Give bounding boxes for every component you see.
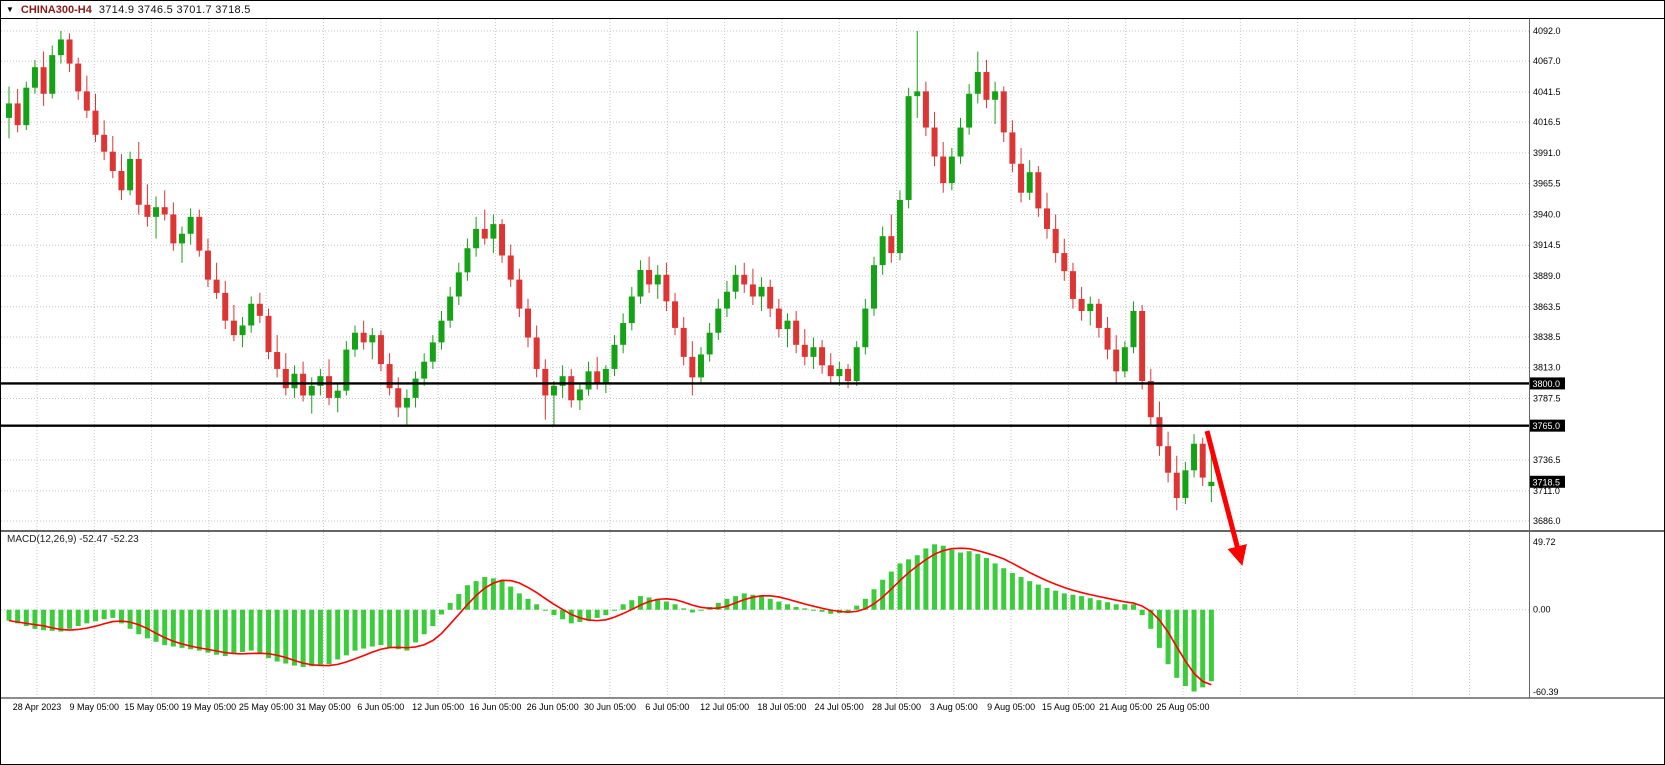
svg-text:4016.5: 4016.5: [1533, 117, 1561, 127]
svg-text:15 Aug 05:00: 15 Aug 05:00: [1042, 702, 1095, 712]
svg-text:3718.5: 3718.5: [1533, 477, 1561, 487]
svg-text:25 Aug 05:00: 25 Aug 05:00: [1156, 702, 1209, 712]
macd-histogram: [6, 544, 1214, 692]
svg-text:24 Jul 05:00: 24 Jul 05:00: [815, 702, 864, 712]
svg-text:3765.0: 3765.0: [1533, 421, 1561, 431]
price-tag: 3800.0: [1530, 377, 1565, 390]
price-tag: 3718.5: [1530, 475, 1565, 488]
svg-text:3940.0: 3940.0: [1533, 209, 1561, 219]
svg-text:4092.0: 4092.0: [1533, 26, 1561, 36]
svg-text:3787.5: 3787.5: [1533, 394, 1561, 404]
svg-text:6 Jul 05:00: 6 Jul 05:00: [645, 702, 689, 712]
svg-text:15 May 05:00: 15 May 05:00: [124, 702, 179, 712]
svg-text:3686.0: 3686.0: [1533, 516, 1561, 526]
svg-text:3914.5: 3914.5: [1533, 240, 1561, 250]
svg-text:3 Aug 05:00: 3 Aug 05:00: [930, 702, 978, 712]
svg-text:19 May 05:00: 19 May 05:00: [182, 702, 237, 712]
svg-text:18 Jul 05:00: 18 Jul 05:00: [757, 702, 806, 712]
price-tag: 3765.0: [1530, 419, 1565, 432]
svg-text:12 Jul 05:00: 12 Jul 05:00: [700, 702, 749, 712]
macd-signal-line: [8, 547, 1212, 686]
chart-titlebar: ▼ CHINA300-H4 3714.9 3746.5 3701.7 3718.…: [1, 1, 1664, 19]
macd-indicator-label: MACD(12,26,9) -52.47 -52.23: [7, 534, 139, 545]
time-axis-labels: 28 Apr 2023 9 May 05:00 15 May 05:00 19 May…: [13, 702, 1210, 712]
chart-canvas[interactable]: 4092.0 4067.0 4041.5 4016.5 3991.0 3965.5 3940…: [1, 19, 1665, 765]
svg-text:9 May 05:00: 9 May 05:00: [70, 702, 120, 712]
svg-text:3838.5: 3838.5: [1533, 332, 1561, 342]
ohlc-readout: 3714.9 3746.5 3701.7 3718.5: [98, 3, 251, 16]
svg-text:28 Jul 05:00: 28 Jul 05:00: [872, 702, 921, 712]
macd-axis-labels: 49.72 0.00 -60.39: [1533, 537, 1559, 697]
down-arrow-annotation[interactable]: [1204, 430, 1247, 566]
svg-text:3813.0: 3813.0: [1533, 363, 1561, 373]
svg-text:6 Jun 05:00: 6 Jun 05:00: [357, 702, 404, 712]
svg-text:3965.5: 3965.5: [1533, 179, 1561, 189]
svg-text:0.00: 0.00: [1533, 605, 1551, 615]
svg-text:30 Jun 05:00: 30 Jun 05:00: [584, 702, 636, 712]
svg-text:25 May 05:00: 25 May 05:00: [239, 702, 294, 712]
svg-text:49.72: 49.72: [1533, 537, 1556, 547]
svg-text:26 Jun 05:00: 26 Jun 05:00: [527, 702, 579, 712]
svg-text:21 Aug 05:00: 21 Aug 05:00: [1099, 702, 1152, 712]
svg-text:3991.0: 3991.0: [1533, 148, 1561, 158]
svg-text:3889.0: 3889.0: [1533, 271, 1561, 281]
svg-text:4041.5: 4041.5: [1533, 87, 1561, 97]
svg-text:3736.5: 3736.5: [1533, 455, 1561, 465]
svg-text:3800.0: 3800.0: [1533, 379, 1561, 389]
price-axis-labels: 4092.0 4067.0 4041.5 4016.5 3991.0 3965.5 3940…: [1533, 26, 1561, 526]
svg-text:3711.0: 3711.0: [1533, 486, 1560, 496]
svg-text:16 Jun 05:00: 16 Jun 05:00: [469, 702, 521, 712]
svg-text:12 Jun 05:00: 12 Jun 05:00: [412, 702, 464, 712]
svg-text:-60.39: -60.39: [1533, 687, 1559, 697]
svg-text:4067.0: 4067.0: [1533, 56, 1561, 66]
svg-text:28 Apr 2023: 28 Apr 2023: [13, 702, 62, 712]
price-gridlines: [1, 30, 1529, 522]
dropdown-caret-icon[interactable]: ▼: [6, 4, 14, 14]
svg-text:31 May 05:00: 31 May 05:00: [296, 702, 351, 712]
symbol-label[interactable]: CHINA300-H4: [20, 3, 92, 16]
svg-text:3863.5: 3863.5: [1533, 302, 1561, 312]
svg-text:9 Aug 05:00: 9 Aug 05:00: [987, 702, 1035, 712]
candles-layer: [6, 31, 1215, 511]
